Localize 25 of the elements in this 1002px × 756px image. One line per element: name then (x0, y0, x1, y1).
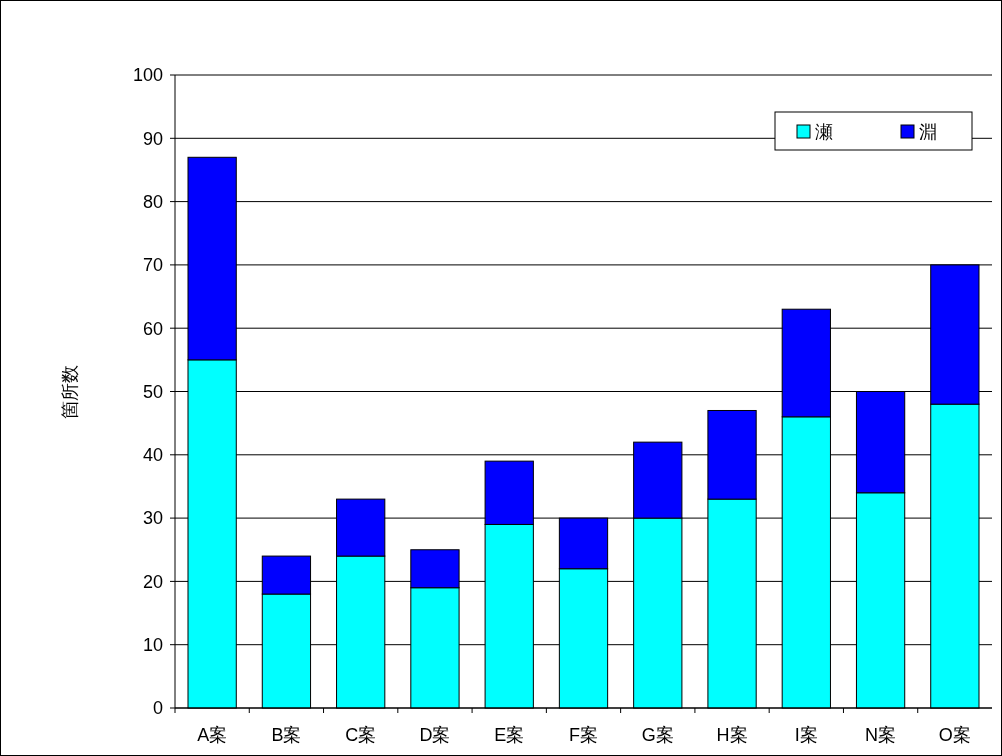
x-tick-label: F案 (569, 725, 598, 745)
y-tick-label: 0 (152, 698, 163, 719)
y-tick-label: 40 (142, 445, 163, 466)
x-tick-label: O案 (938, 725, 971, 745)
x-tick-label: C案 (345, 725, 377, 745)
x-tick-label: B案 (271, 725, 302, 745)
x-tick-label: H案 (716, 725, 748, 745)
x-tick-label: N案 (865, 725, 897, 745)
y-axis-title: 箇所数 (60, 364, 81, 419)
y-tick-label: 90 (142, 128, 163, 149)
x-tick-label: D案 (419, 725, 451, 745)
y-tick-label: 80 (142, 191, 163, 212)
y-tick-label: 20 (142, 571, 163, 592)
x-tick-label: G案 (641, 725, 674, 745)
y-tick-label: 70 (142, 255, 163, 276)
legend-label: 淵 (919, 122, 937, 143)
x-tick-label: E案 (494, 725, 525, 745)
y-tick-label: 60 (142, 318, 163, 339)
y-tick-label: 10 (142, 635, 163, 655)
y-tick-label: 30 (142, 508, 163, 529)
y-tick-label: 100 (132, 65, 163, 86)
legend-label: 瀬 (815, 122, 833, 143)
x-tick-label: I案 (794, 725, 818, 745)
x-tick-label: A案 (197, 725, 228, 745)
y-tick-label: 50 (142, 381, 163, 402)
